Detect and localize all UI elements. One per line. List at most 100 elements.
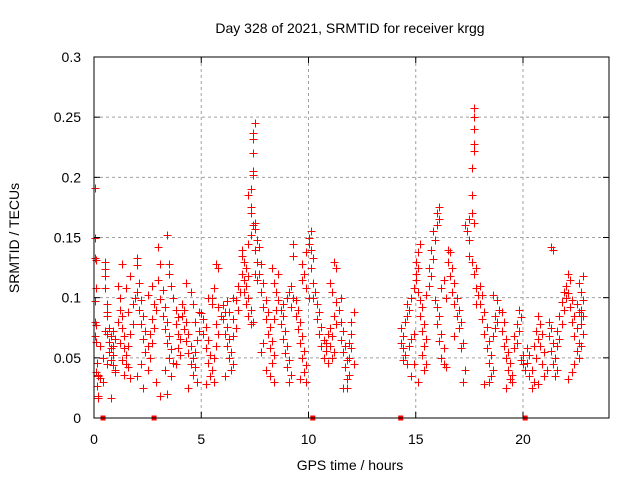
data-point xyxy=(326,279,335,288)
data-point xyxy=(242,300,251,309)
data-point xyxy=(403,300,412,309)
data-point xyxy=(418,303,427,312)
data-point xyxy=(560,288,569,297)
data-point xyxy=(562,294,571,303)
data-point xyxy=(431,296,440,305)
data-point xyxy=(437,284,446,293)
data-point xyxy=(437,354,446,363)
data-point xyxy=(247,306,256,315)
data-point xyxy=(101,258,110,267)
x-tick-label: 20 xyxy=(515,431,531,447)
data-point xyxy=(204,359,213,368)
data-point xyxy=(442,363,451,372)
data-point xyxy=(538,360,547,369)
data-point xyxy=(212,342,221,351)
data-point xyxy=(161,303,170,312)
data-point xyxy=(227,366,236,375)
data-point xyxy=(300,270,309,279)
data-point xyxy=(422,291,431,300)
data-point xyxy=(568,368,577,377)
data-point xyxy=(229,360,238,369)
data-point xyxy=(268,337,277,346)
data-point xyxy=(566,276,575,285)
data-point xyxy=(225,354,234,363)
data-point xyxy=(120,371,129,380)
data-point xyxy=(480,308,489,317)
data-point xyxy=(109,342,118,351)
data-point xyxy=(120,344,129,353)
data-point xyxy=(568,296,577,305)
data-point xyxy=(124,342,133,351)
data-point xyxy=(257,288,266,297)
data-point xyxy=(219,301,228,310)
data-point xyxy=(309,254,318,263)
data-point xyxy=(324,330,333,339)
data-point xyxy=(279,300,288,309)
data-point xyxy=(165,332,174,341)
data-point xyxy=(146,354,155,363)
data-point xyxy=(204,336,213,345)
data-point xyxy=(139,335,148,344)
data-point xyxy=(455,324,464,333)
data-point xyxy=(573,300,582,309)
data-point xyxy=(221,372,230,381)
data-point xyxy=(489,291,498,300)
data-point xyxy=(489,332,498,341)
data-point xyxy=(407,294,416,303)
data-point xyxy=(294,306,303,315)
data-point xyxy=(279,335,288,344)
data-point xyxy=(570,332,579,341)
data-point xyxy=(498,327,507,336)
data-point xyxy=(564,270,573,279)
data-point xyxy=(472,284,481,293)
data-point xyxy=(191,348,200,357)
data-point xyxy=(500,342,509,351)
data-point xyxy=(440,344,449,353)
data-point xyxy=(189,354,198,363)
data-point xyxy=(437,330,446,339)
data-point xyxy=(549,246,558,255)
data-point xyxy=(502,354,511,363)
data-point xyxy=(126,330,135,339)
data-point xyxy=(553,327,562,336)
data-point xyxy=(504,366,513,375)
data-point xyxy=(120,332,129,341)
data-point xyxy=(399,332,408,341)
data-point xyxy=(311,288,320,297)
data-point xyxy=(478,291,487,300)
data-point xyxy=(148,315,157,324)
data-point xyxy=(210,354,219,363)
data-point xyxy=(483,344,492,353)
data-point xyxy=(435,337,444,346)
data-point xyxy=(420,342,429,351)
data-point xyxy=(298,260,307,269)
data-point xyxy=(178,312,187,321)
data-point xyxy=(433,221,442,230)
data-point xyxy=(575,308,584,317)
data-point xyxy=(244,191,253,200)
data-point xyxy=(476,300,485,309)
data-point xyxy=(244,312,253,321)
data-point xyxy=(259,279,268,288)
data-point xyxy=(277,320,286,329)
data-point xyxy=(407,335,416,344)
data-point xyxy=(315,308,324,317)
data-point xyxy=(184,330,193,339)
data-point xyxy=(461,221,470,230)
data-point xyxy=(435,312,444,321)
data-point xyxy=(450,300,459,309)
data-point xyxy=(223,323,232,332)
data-point xyxy=(562,282,571,291)
data-point xyxy=(435,203,444,212)
data-point xyxy=(172,360,181,369)
data-point xyxy=(152,306,161,315)
data-point xyxy=(570,360,579,369)
data-point xyxy=(146,330,155,339)
data-point xyxy=(283,363,292,372)
data-point xyxy=(534,335,543,344)
data-point xyxy=(401,351,410,360)
data-point xyxy=(174,313,183,322)
data-point xyxy=(101,284,110,293)
data-point xyxy=(118,324,127,333)
data-point xyxy=(191,363,200,372)
